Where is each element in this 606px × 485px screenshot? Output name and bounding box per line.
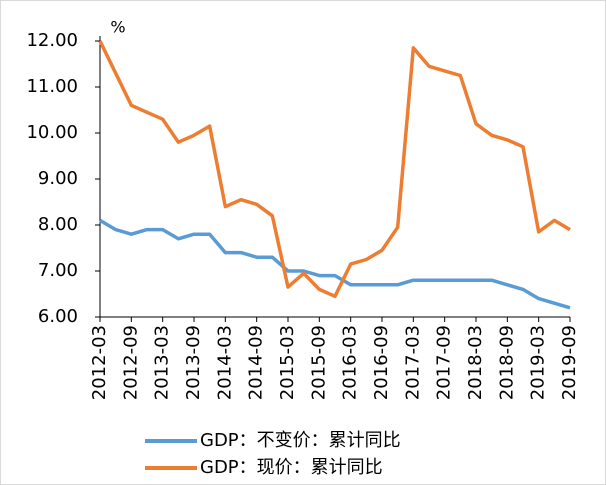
y-tick-label: 12.00 bbox=[26, 30, 78, 51]
y-tick-label: 10.00 bbox=[26, 122, 78, 143]
series-line bbox=[99, 218, 571, 310]
x-tick-label: 2017-09 bbox=[434, 325, 455, 400]
x-tick-label: 2012-09 bbox=[120, 325, 141, 400]
x-tick-label: 2012-03 bbox=[89, 325, 110, 400]
unit-label: % bbox=[110, 18, 125, 37]
legend-label: GDP：不变价：累计同比 bbox=[200, 430, 401, 451]
y-tick-label: 8.00 bbox=[38, 214, 78, 235]
x-tick-label: 2017-03 bbox=[402, 325, 423, 400]
x-tick-label: 2015-03 bbox=[277, 325, 298, 400]
x-tick-label: 2013-03 bbox=[152, 325, 173, 400]
x-tick-label: 2015-09 bbox=[308, 325, 329, 400]
series-line bbox=[98, 40, 571, 299]
y-tick-label: 7.00 bbox=[38, 260, 78, 281]
x-tick-label: 2016-03 bbox=[340, 325, 361, 400]
y-tick-label: 9.00 bbox=[38, 168, 78, 189]
x-tick-label: 2018-09 bbox=[496, 325, 517, 400]
legend-label: GDP：现价：累计同比 bbox=[200, 457, 383, 478]
y-tick-label: 6.00 bbox=[38, 306, 78, 327]
x-tick-label: 2013-09 bbox=[183, 325, 204, 400]
x-tick-label: 2016-09 bbox=[371, 325, 392, 400]
x-tick-label: 2019-03 bbox=[528, 325, 549, 400]
x-tick-label: 2019-09 bbox=[559, 325, 580, 400]
y-tick-label: 11.00 bbox=[26, 76, 78, 97]
x-tick-label: 2014-09 bbox=[246, 325, 267, 400]
x-tick-label: 2014-03 bbox=[214, 325, 235, 400]
x-tick-label: 2018-03 bbox=[465, 325, 486, 400]
